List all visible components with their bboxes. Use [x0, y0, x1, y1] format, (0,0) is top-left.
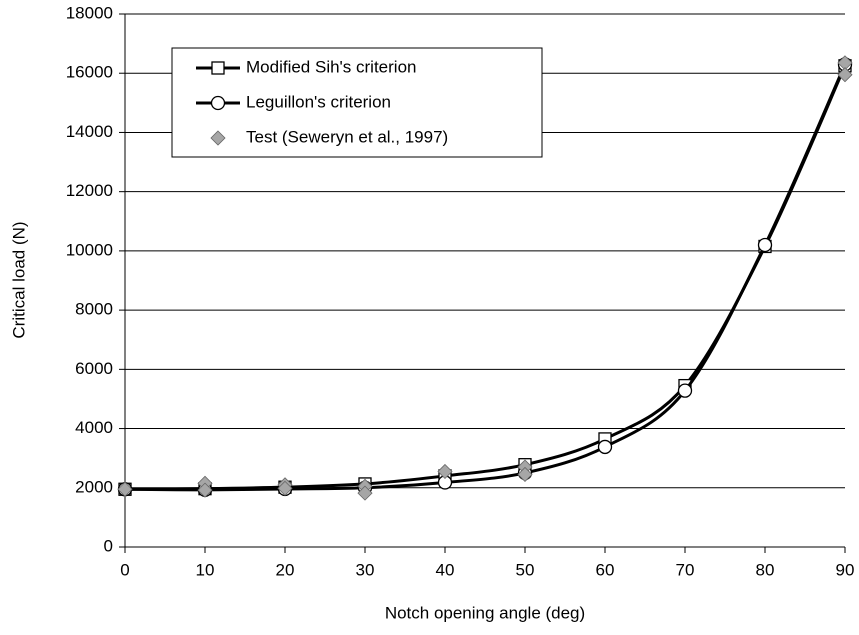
x-axis-label: Notch opening angle (deg) — [385, 603, 585, 622]
y-axis-label: Critical load (N) — [9, 221, 28, 338]
y-tick-label: 16000 — [66, 63, 113, 82]
marker — [277, 480, 293, 496]
marker — [837, 67, 853, 83]
y-tick-label: 2000 — [75, 477, 113, 496]
marker — [517, 466, 533, 483]
marker — [757, 237, 773, 253]
x-tick-label: 50 — [516, 560, 535, 579]
x-tick-label: 20 — [276, 560, 295, 579]
x-tick-label: 90 — [836, 560, 855, 579]
x-tick-label: 80 — [756, 560, 775, 579]
x-tick-label: 40 — [436, 560, 455, 579]
marker — [197, 482, 213, 498]
y-tick-label: 18000 — [66, 3, 113, 22]
y-tick-label: 12000 — [66, 181, 113, 200]
legend-label: Modified Sih's criterion — [246, 57, 416, 76]
x-tick-label: 60 — [596, 560, 615, 579]
y-tick-label: 0 — [104, 536, 113, 555]
y-tick-label: 4000 — [75, 418, 113, 437]
legend-label: Leguillon's criterion — [246, 92, 391, 111]
legend: Modified Sih's criterion Leguillon's crit… — [171, 47, 543, 158]
marker — [437, 463, 453, 480]
legend-marker — [210, 130, 226, 146]
legend-marker — [210, 95, 226, 111]
x-tick-label: 0 — [120, 560, 129, 579]
legend-label: Test (Seweryn et al., 1997) — [246, 127, 448, 146]
x-tick-label: 30 — [356, 560, 375, 579]
marker — [117, 481, 133, 497]
y-tick-label: 10000 — [66, 240, 113, 259]
legend-marker — [211, 61, 225, 75]
y-tick-label: 6000 — [75, 359, 113, 378]
marker — [357, 485, 373, 501]
y-tick-label: 14000 — [66, 122, 113, 141]
x-tick-label: 10 — [196, 560, 215, 579]
marker — [677, 383, 693, 398]
x-tick-label: 70 — [676, 560, 695, 579]
y-tick-label: 8000 — [75, 300, 113, 319]
marker — [597, 439, 613, 455]
